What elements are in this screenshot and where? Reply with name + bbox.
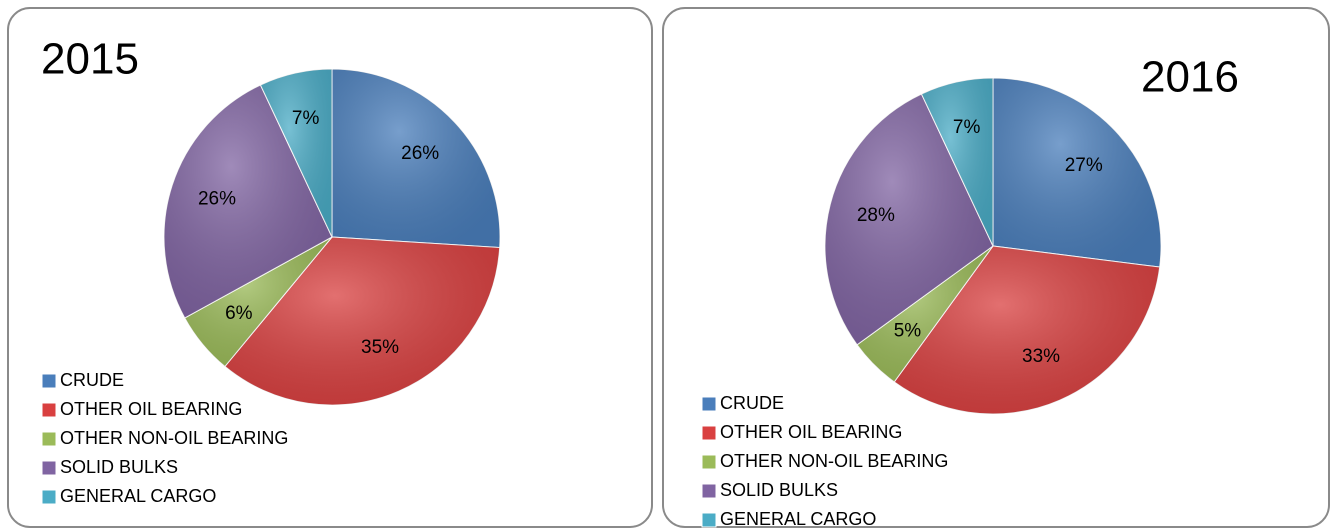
legend-label: CRUDE	[720, 393, 784, 413]
slice-label: 7%	[292, 108, 320, 129]
legend-swatch	[701, 425, 717, 441]
legend-label: OTHER NON-OIL BEARING	[720, 451, 948, 471]
slice-label: 26%	[198, 189, 236, 210]
slice-shade	[894, 246, 1160, 415]
legend-swatch	[701, 512, 717, 528]
legend-label: SOLID BULKS	[60, 457, 178, 477]
slice-label: 5%	[894, 321, 922, 342]
slice-label: 26%	[401, 143, 439, 164]
legend-label: OTHER OIL BEARING	[60, 399, 242, 419]
slice-label: 6%	[225, 303, 253, 324]
slice-shade	[224, 237, 500, 406]
slice-label: 33%	[1022, 346, 1060, 367]
slice-shade	[163, 84, 332, 318]
legend-swatch	[701, 454, 717, 470]
slice-shade	[332, 69, 500, 248]
legend-swatch	[701, 396, 717, 412]
legend-label: SOLID BULKS	[720, 480, 838, 500]
chart-title: 2015	[41, 35, 139, 84]
slice-shade	[993, 78, 1162, 268]
legend-label: CRUDE	[60, 370, 124, 390]
legend-label: GENERAL CARGO	[720, 509, 876, 529]
legend-swatch	[41, 489, 57, 505]
legend-swatch	[41, 402, 57, 418]
legend-swatch	[41, 431, 57, 447]
legend-swatch	[41, 373, 57, 389]
slice-label: 28%	[857, 205, 895, 226]
slice-shade	[857, 246, 993, 382]
legend-label: GENERAL CARGO	[60, 486, 216, 506]
chart-title: 2016	[1141, 53, 1239, 102]
slice-shade	[825, 93, 993, 345]
legend-swatch	[41, 460, 57, 476]
slice-shade	[184, 237, 332, 367]
legend-label: OTHER OIL BEARING	[720, 422, 902, 442]
slice-label: 35%	[361, 337, 399, 358]
legend-swatch	[701, 483, 717, 499]
slice-label: 7%	[953, 117, 981, 138]
legend-label: OTHER NON-OIL BEARING	[60, 428, 288, 448]
slice-shade	[260, 69, 332, 237]
slice-label: 27%	[1065, 155, 1103, 176]
slice-shade	[921, 78, 993, 246]
